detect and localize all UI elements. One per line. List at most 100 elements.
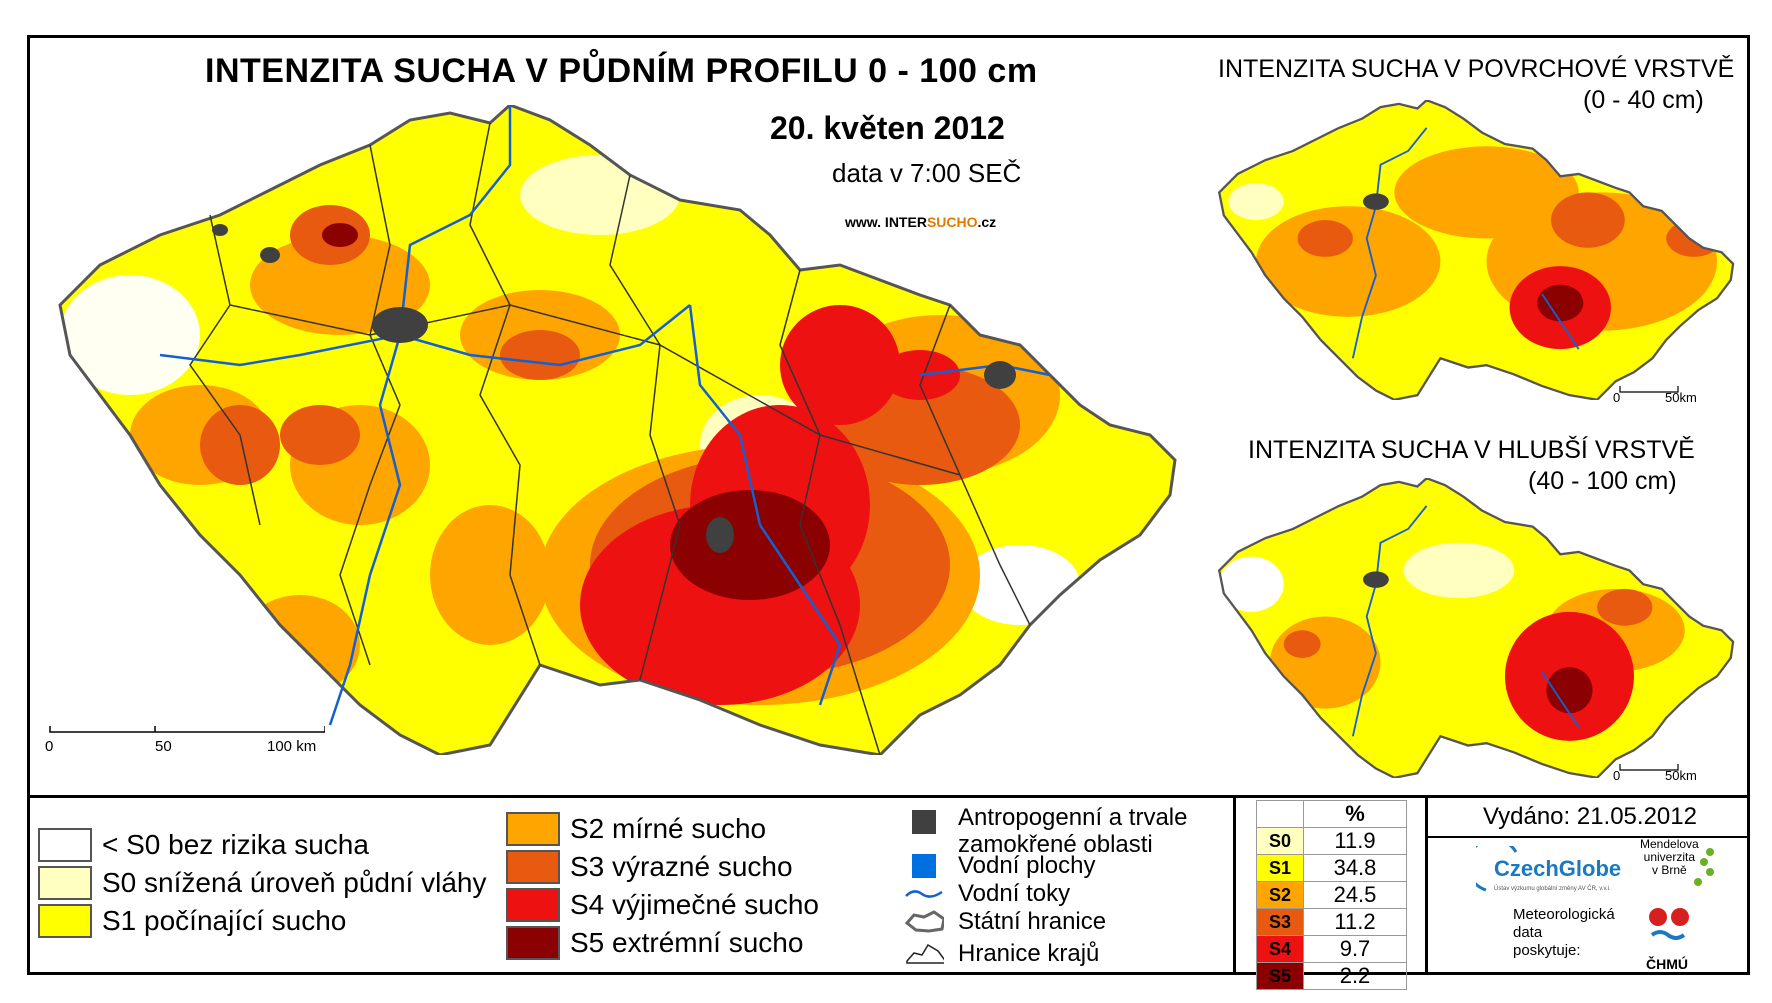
state-border — [58, 105, 1177, 755]
legend-swatch — [506, 926, 560, 960]
table-class-cell: S2 — [1256, 881, 1304, 909]
legend-class-s-minus: < S0 bez rizika sucha — [38, 828, 369, 862]
czechglobe-logo[interactable]: CzechGlobe Ústav výzkumu globální změny … — [1476, 846, 1626, 902]
legend-divider — [27, 795, 1750, 798]
legend-swatch — [38, 866, 92, 900]
legend-class-s5: S5 extrémní sucho — [506, 926, 803, 960]
mendel-line3: v Brně — [1652, 863, 1687, 877]
inset-bottom-scale-50: 50km — [1665, 768, 1697, 783]
table-value-cell: 11.2 — [1303, 908, 1407, 936]
legend-class-s4: S4 výjimečné sucho — [506, 888, 819, 922]
inset-bottom-map — [1217, 478, 1735, 778]
legend-label: Hranice krajů — [958, 940, 1100, 967]
table-value-cell: 2.2 — [1303, 962, 1407, 990]
legend-swatch — [38, 828, 92, 862]
meteo-line1: Meteorologická — [1513, 906, 1615, 923]
mendel-line1: Mendelova — [1640, 837, 1699, 851]
table-class-cell: S0 — [1256, 827, 1304, 855]
chmu-logo[interactable]: ČHMÚ — [1640, 905, 1700, 972]
legend-swatch — [506, 812, 560, 846]
legend-swatch — [506, 850, 560, 884]
inset-top-scale-0: 0 — [1613, 390, 1621, 405]
legend-swatch — [38, 904, 92, 938]
table-row: S3 11.2 — [1256, 908, 1407, 936]
table-row: S5 2.2 — [1256, 962, 1407, 990]
main-drought-map — [58, 105, 1177, 755]
mendel-dots-icon — [1694, 848, 1714, 886]
legend-label: S0 snížená úroveň půdní vláhy — [102, 867, 487, 898]
legend-label: S5 extrémní sucho — [570, 927, 804, 958]
main-scale-label-0: 0 — [45, 738, 54, 755]
mendel-university-logo[interactable]: Mendelova univerzita v Brně — [1640, 838, 1699, 877]
table-header-percent: % — [1303, 800, 1407, 828]
issued-divider — [1425, 836, 1750, 838]
map-time: data v 7:00 SEČ — [832, 158, 1022, 188]
legend-label: S4 výjimečné sucho — [570, 889, 820, 920]
chmu-emblem-icon — [1649, 908, 1689, 940]
legend-label: Státní hranice — [958, 908, 1107, 935]
table-divider-vertical — [1425, 795, 1428, 975]
meteo-line2: data — [1513, 924, 1543, 941]
meteo-line3: poskytuje: — [1513, 942, 1581, 959]
website-label[interactable]: www. INTERSUCHO.cz — [845, 214, 996, 230]
inset-top-scale-bar — [1619, 386, 1679, 393]
table-class-cell: S3 — [1256, 908, 1304, 936]
inset-bottom-scale-bar — [1619, 764, 1679, 771]
table-row: S2 24.5 — [1256, 881, 1407, 909]
legend-region-border: Hranice krajů — [904, 940, 1099, 968]
czechglobe-name: CzechGlobe — [1494, 856, 1622, 881]
legend-label: Vodní toky — [958, 880, 1071, 907]
legend-label: < S0 bez rizika sucha — [102, 829, 369, 860]
table-header-row: % — [1256, 800, 1407, 828]
legend-rivers: Vodní toky — [904, 880, 1070, 908]
czechglobe-subtitle: Ústav výzkumu globální změny AV ČR, v.v.… — [1494, 886, 1611, 892]
inset-top-title: INTENZITA SUCHA V POVRCHOVÉ VRSTVĚ — [1218, 55, 1735, 83]
inset-bottom-subtitle: (40 - 100 cm) — [1528, 467, 1677, 495]
river-line-icon — [904, 880, 944, 908]
website-prefix: www. INTER — [845, 214, 927, 230]
table-value-cell: 11.9 — [1303, 827, 1407, 855]
legend-swatch — [506, 888, 560, 922]
legend-label: S1 počínající sucho — [102, 905, 347, 936]
legend-class-s2: S2 mírné sucho — [506, 812, 766, 846]
chmu-name: ČHMÚ — [1646, 956, 1688, 972]
meteo-data-credit: Meteorologická data poskytuje: — [1513, 906, 1615, 960]
inset-top-map — [1217, 100, 1735, 400]
legend-class-s0: S0 snížená úroveň půdní vláhy — [38, 866, 486, 900]
table-class-cell: S4 — [1256, 935, 1304, 963]
map-title: INTENZITA SUCHA V PŮDNÍM PROFILU 0 - 100… — [205, 52, 1038, 90]
mendel-line2: univerzita — [1643, 850, 1696, 864]
table-row: S4 9.7 — [1256, 935, 1407, 963]
table-class-cell: S5 — [1256, 962, 1304, 990]
dark-square-icon — [904, 808, 944, 836]
rivers — [159, 105, 1051, 726]
map-date: 20. květen 2012 — [770, 110, 1005, 146]
legend-label: S2 mírné sucho — [570, 813, 767, 844]
inset-bottom-title: INTENZITA SUCHA V HLUBŠÍ VRSTVĚ — [1248, 436, 1695, 464]
legend-label: Vodní plochy — [958, 852, 1096, 879]
legend-urban: Antropogenní a trvale zamokřené oblasti — [904, 804, 1188, 858]
region-border-icon — [904, 940, 944, 968]
legend-urban-line2: zamokřené oblasti — [958, 831, 1153, 858]
table-value-cell: 34.8 — [1303, 854, 1407, 882]
table-value-cell: 9.7 — [1303, 935, 1407, 963]
table-value-cell: 24.5 — [1303, 881, 1407, 909]
inset-bottom-scale-0: 0 — [1613, 768, 1621, 783]
legend-class-s1: S1 počínající sucho — [38, 904, 346, 938]
legend-class-s3: S3 výrazné sucho — [506, 850, 793, 884]
issued-date: Vydáno: 21.05.2012 — [1483, 803, 1697, 830]
percent-table: % S0 11.9 S1 34.8 S2 24.5 S3 11.2 S4 9.7… — [1256, 800, 1407, 990]
legend-state-border: Státní hranice — [904, 908, 1106, 936]
legend-divider-vertical — [1233, 795, 1236, 975]
legend-label: S3 výrazné sucho — [570, 851, 793, 882]
region-borders — [189, 122, 1031, 755]
legend-urban-line1: Antropogenní a trvale — [958, 804, 1188, 831]
website-suffix: .cz — [977, 214, 997, 230]
website-brand: SUCHO — [926, 214, 978, 230]
inset-top-subtitle: (0 - 40 cm) — [1583, 86, 1704, 114]
main-scale-label-100: 100 km — [267, 738, 317, 755]
legend-water-bodies: Vodní plochy — [904, 852, 1095, 880]
main-scale-bar — [49, 726, 325, 733]
table-row: S0 11.9 — [1256, 827, 1407, 855]
table-row: S1 34.8 — [1256, 854, 1407, 882]
